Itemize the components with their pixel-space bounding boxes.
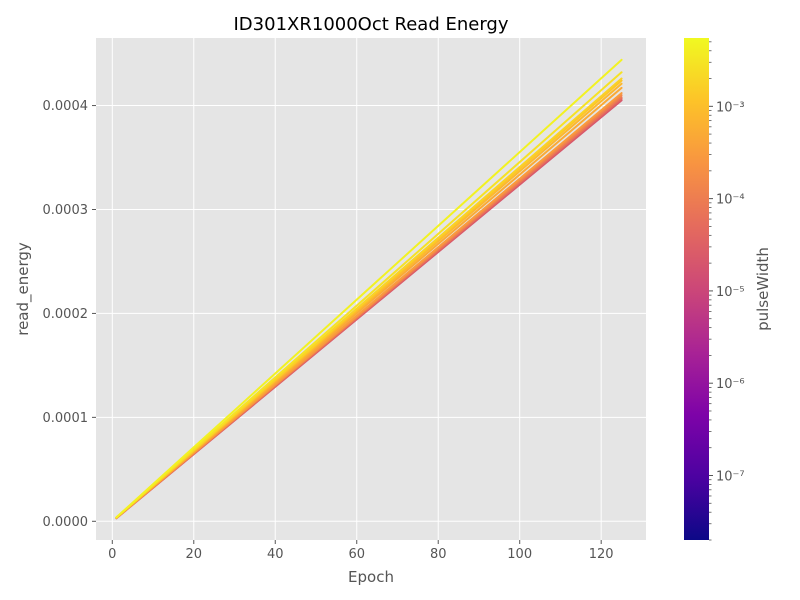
colorbar-tick-label: 10⁻³ [716,100,745,115]
x-tick-label: 60 [348,547,365,562]
colorbar-ticks: 10⁻⁷ 10⁻⁶ 10⁻⁵ 10⁻⁴ 10⁻³ [709,41,745,541]
colorbar-tick-label: 10⁻⁶ [716,377,745,392]
series-lines [115,58,623,520]
colorbar [684,38,709,540]
y-axis-label: read_energy [14,242,33,336]
colorbar-tick-label: 10⁻⁵ [716,285,745,300]
series-line [115,71,623,519]
x-tick-label: 40 [267,547,284,562]
y-axis-ticks: 0.0000 0.0001 0.0002 0.0003 0.0004 [43,99,96,530]
y-tick-label: 0.0002 [43,307,89,322]
y-tick-label: 0.0000 [43,515,89,530]
x-tick-label: 120 [589,547,614,562]
colorbar-tick-label: 10⁻⁴ [716,193,745,208]
y-tick-label: 0.0001 [43,411,89,426]
x-axis-ticks: 0 20 40 60 80 100 120 [108,540,614,562]
colorbar-label: pulseWidth [754,247,772,331]
series-line [115,58,623,519]
y-tick-label: 0.0004 [43,99,89,114]
colorbar-tick-label: 10⁻⁷ [716,469,745,484]
x-tick-label: 20 [186,547,203,562]
y-tick-label: 0.0003 [43,203,89,218]
x-tick-label: 80 [430,547,447,562]
grid-lines [96,38,646,540]
chart-title: ID301XR1000Oct Read Energy [234,14,509,35]
x-tick-label: 0 [108,547,116,562]
x-tick-label: 100 [507,547,532,562]
x-axis-label: Epoch [348,568,394,586]
